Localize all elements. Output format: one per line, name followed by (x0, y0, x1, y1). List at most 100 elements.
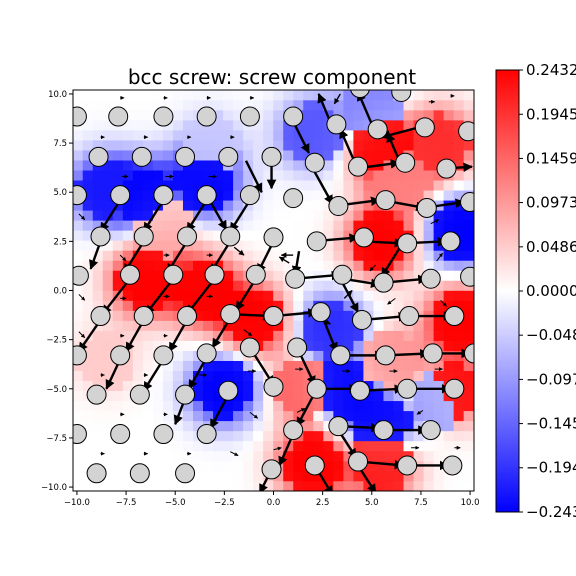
field-cell (253, 210, 264, 221)
field-cell (193, 270, 204, 281)
field-cell (112, 179, 124, 191)
field-cell (132, 109, 144, 121)
field-cell (182, 420, 194, 432)
field-cell (293, 260, 304, 271)
atom (283, 106, 304, 127)
field-cell (193, 169, 204, 181)
plot-area (73, 90, 474, 491)
chart-title: bcc screw: screw component (128, 65, 416, 89)
field-cell (223, 480, 234, 491)
field-cell (193, 460, 204, 472)
field-cell (233, 189, 244, 201)
field-cell (92, 99, 104, 111)
field-cell (172, 129, 184, 141)
field-cell (152, 250, 164, 261)
field-cell (323, 230, 334, 241)
field-cell (132, 410, 144, 422)
field-cell (142, 159, 154, 171)
field-cell (433, 440, 445, 452)
field-cell (223, 199, 234, 211)
field-cell (463, 320, 474, 331)
field-cell (253, 370, 264, 382)
field-cell (303, 470, 314, 482)
field-cell (263, 90, 274, 101)
x-tick-label: 0.0 (267, 498, 281, 508)
field-cell (203, 90, 214, 101)
field-cell (263, 109, 274, 121)
y-tick-label: 7.5 (53, 139, 67, 149)
field-cell (413, 300, 425, 311)
field-cell (203, 139, 214, 151)
field-cell (182, 480, 194, 491)
field-cell (233, 410, 244, 422)
atom (220, 226, 241, 247)
field-cell (132, 340, 144, 351)
field-cell (73, 310, 84, 321)
field-cell (92, 420, 104, 432)
field-cell (313, 119, 324, 131)
field-cell (233, 90, 244, 101)
displacement-arrow (243, 329, 253, 337)
displacement-arrow (380, 244, 403, 278)
field-cell (303, 230, 314, 241)
field-cell (303, 189, 314, 201)
field-cell (253, 139, 264, 151)
field-cell (363, 340, 375, 351)
field-cell (112, 220, 124, 231)
field-cell (293, 179, 304, 191)
field-cell (263, 129, 274, 141)
field-cell (233, 320, 244, 331)
field-cell (273, 159, 284, 171)
field-cell (373, 360, 385, 371)
field-cell (243, 420, 254, 432)
field-cell (403, 420, 415, 432)
field-cell (283, 139, 294, 151)
field-cell (273, 129, 284, 141)
field-cell (263, 440, 274, 452)
field-cell (142, 280, 154, 291)
displacement-arrow (311, 168, 334, 205)
field-cell (313, 129, 324, 141)
field-cell (313, 290, 324, 301)
field-cell (353, 400, 365, 412)
field-cell (203, 450, 214, 462)
field-cell (233, 400, 244, 412)
field-cell (413, 350, 425, 361)
field-cell (363, 290, 375, 301)
field-cell (363, 440, 375, 452)
field-cell (323, 440, 334, 452)
field-cell (162, 210, 174, 221)
field-cell (323, 390, 334, 402)
field-cell (363, 149, 375, 161)
field-cell (142, 290, 154, 301)
field-cell (263, 189, 274, 201)
field-cell (413, 230, 425, 241)
field-cell (413, 450, 425, 462)
field-cell (102, 260, 114, 271)
field-cell (323, 460, 334, 472)
field-cell (403, 340, 415, 351)
field-cell (373, 440, 385, 452)
displacement-arrow (229, 199, 251, 233)
field-cell (182, 360, 194, 371)
field-cell (122, 400, 134, 412)
field-cell (82, 250, 94, 261)
field-cell (152, 340, 164, 351)
field-cell (313, 320, 324, 331)
field-cell (233, 430, 244, 442)
field-cell (92, 169, 104, 181)
field-cell (223, 90, 234, 101)
field-cell (333, 250, 344, 261)
field-cell (383, 330, 395, 341)
field-cell (82, 450, 94, 462)
field-cell (373, 300, 385, 311)
field-cell (102, 470, 114, 482)
field-cell (102, 420, 114, 432)
field-cell (423, 400, 435, 412)
atom (90, 226, 111, 247)
field-cell (363, 139, 375, 151)
field-cell (443, 360, 455, 371)
field-cell (373, 460, 385, 472)
field-cell (273, 260, 284, 271)
field-cell (223, 179, 234, 191)
